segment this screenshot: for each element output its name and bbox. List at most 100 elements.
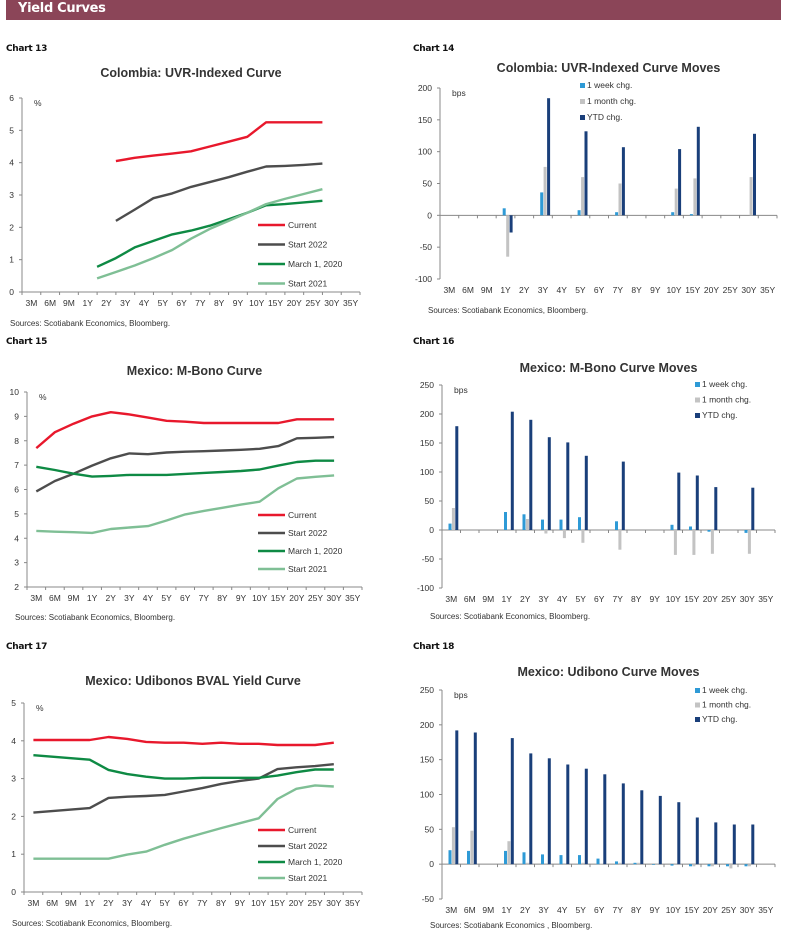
x-tick-label: 9Y bbox=[650, 285, 661, 295]
series-line-march-1-2020 bbox=[36, 459, 335, 478]
series-line-current bbox=[33, 735, 334, 747]
y-tick-label: 100 bbox=[418, 147, 432, 157]
x-tick-label: 20Y bbox=[289, 898, 304, 908]
bar-1-week-chg-30y bbox=[744, 864, 748, 867]
bar-ytd-chg-7y bbox=[621, 461, 625, 530]
legend-label-1-week-chg: 1 week chg. bbox=[702, 685, 747, 695]
bar-1-week-chg-7y bbox=[615, 212, 619, 216]
bar-1-week-chg-4y bbox=[559, 519, 563, 530]
legend-label-start-2022: Start 2022 bbox=[288, 528, 327, 538]
y-tick-label: 250 bbox=[420, 380, 434, 390]
y-tick-label: -50 bbox=[422, 894, 435, 904]
x-tick-label: 8Y bbox=[217, 593, 228, 603]
bar-ytd-chg-5y bbox=[584, 131, 588, 216]
bar-ytd-chg-2y bbox=[529, 419, 533, 530]
bar-1-week-chg-4y bbox=[559, 855, 563, 865]
x-tick-label: 6Y bbox=[594, 594, 605, 604]
x-tick-label: 1Y bbox=[83, 298, 94, 308]
x-tick-label: 10Y bbox=[249, 298, 264, 308]
x-tick-label: 25Y bbox=[308, 593, 323, 603]
x-tick-label: 3Y bbox=[539, 905, 550, 915]
legend-swatch-1-month-chg bbox=[695, 397, 700, 403]
bar-ytd-chg-4y bbox=[566, 442, 570, 530]
legend-swatch-1-month-chg bbox=[580, 99, 585, 104]
x-tick-label: 4Y bbox=[139, 298, 150, 308]
x-tick-label: 5Y bbox=[576, 594, 587, 604]
chart-16: Mexico: M-Bono Curve Moves -100 -50 0 50 100 1… bbox=[417, 361, 776, 621]
legend-swatch-1-week-chg bbox=[695, 688, 700, 693]
bar-1-week-chg-3y bbox=[541, 519, 544, 530]
bar-1-week-chg-10y bbox=[671, 212, 675, 216]
x-tick-label: 7Y bbox=[613, 285, 624, 295]
bar-1-month-chg-7y bbox=[618, 530, 622, 550]
bar-1-week-chg-10y bbox=[670, 524, 674, 530]
bar-ytd-chg-3m bbox=[455, 730, 459, 865]
x-tick-label: 15Y bbox=[685, 285, 700, 295]
y-tick-label: 200 bbox=[420, 409, 434, 419]
y-tick-label: -50 bbox=[420, 242, 433, 252]
bar-1-week-chg-30y bbox=[744, 530, 748, 533]
bar-1-week-chg-15y bbox=[689, 864, 692, 867]
chart-source: Sources: Scotiabank Economics , Bloomber… bbox=[430, 921, 592, 930]
y-tick-label: 2 bbox=[11, 811, 16, 821]
chart-15: Mexico: M-Bono Curve 2 3 4 5 6 7 8 9 10 % 3M 6M 9M 1Y 2… bbox=[10, 364, 363, 622]
x-tick-label: 10Y bbox=[666, 905, 681, 915]
legend-label-ytd-chg: YTD chg. bbox=[587, 112, 622, 122]
legend-label-start-2022: Start 2022 bbox=[288, 240, 327, 250]
y-tick-label: 50 bbox=[425, 496, 435, 506]
x-tick-label: 9Y bbox=[236, 593, 247, 603]
bar-ytd-chg-30y bbox=[751, 487, 755, 530]
chart-14-label: Chart 14 bbox=[413, 44, 455, 54]
x-tick-label: 3Y bbox=[120, 298, 131, 308]
x-tick-label: 7Y bbox=[613, 905, 624, 915]
x-tick-label: 6Y bbox=[594, 285, 605, 295]
x-tick-label: 6Y bbox=[594, 905, 605, 915]
bar-1-week-chg-6y bbox=[596, 858, 600, 865]
chart-source: Sources: Scotiabank Economics, Bloomberg… bbox=[10, 319, 170, 328]
bar-ytd-chg-4y bbox=[566, 764, 570, 865]
series-line-current bbox=[115, 121, 323, 163]
bar-ytd-chg-1y bbox=[510, 411, 514, 530]
bar-1-month-chg-3y bbox=[544, 864, 548, 865]
x-tick-label: 35Y bbox=[760, 285, 775, 295]
bar-1-week-chg-5y bbox=[578, 517, 581, 530]
y-tick-label: 2 bbox=[9, 222, 14, 232]
bar-ytd-chg-15y bbox=[696, 126, 700, 216]
y-tick-label: 1 bbox=[9, 255, 14, 265]
bar-1-month-chg-6m bbox=[470, 830, 474, 865]
bar-ytd-chg-10y bbox=[678, 149, 682, 216]
x-tick-label: 20Y bbox=[287, 298, 302, 308]
y-tick-label: -100 bbox=[417, 583, 434, 593]
y-tick-label: 3 bbox=[14, 558, 19, 568]
bar-1-month-chg-4y bbox=[562, 864, 566, 865]
bar-ytd-chg-7y bbox=[621, 783, 625, 865]
bar-ytd-chg-30y bbox=[751, 824, 755, 865]
legend-swatch-ytd-chg bbox=[695, 413, 700, 418]
bar-1-month-chg-10y bbox=[673, 530, 677, 555]
legend-label-start-2022: Start 2022 bbox=[288, 841, 327, 851]
x-tick-label: 2Y bbox=[103, 898, 114, 908]
bar-ytd-chg-7y bbox=[621, 147, 625, 216]
bar-ytd-chg-3y bbox=[547, 437, 551, 530]
y-tick-label: 1 bbox=[11, 849, 16, 859]
bar-1-week-chg-1y bbox=[504, 512, 507, 530]
x-tick-label: 9Y bbox=[235, 898, 246, 908]
chart-15-title: Mexico: M-Bono Curve bbox=[127, 364, 262, 378]
x-tick-label: 8Y bbox=[631, 285, 642, 295]
legend-swatch-1-month-chg bbox=[695, 702, 700, 708]
legend-label-march-1-2020: March 1, 2020 bbox=[288, 857, 343, 867]
x-tick-label: 35Y bbox=[758, 594, 773, 604]
bar-ytd-chg-3m bbox=[455, 426, 459, 530]
x-tick-label: 30Y bbox=[326, 898, 341, 908]
x-tick-label: 3M bbox=[25, 298, 37, 308]
y-tick-label: 4 bbox=[9, 158, 14, 168]
x-tick-label: 15Y bbox=[684, 905, 699, 915]
x-tick-label: 2Y bbox=[520, 594, 531, 604]
bar-1-month-chg-9y bbox=[655, 864, 659, 865]
y-unit-label: % bbox=[39, 392, 47, 402]
bar-1-week-chg-9y bbox=[652, 864, 655, 865]
legend-swatch-1-week-chg bbox=[580, 83, 585, 88]
y-unit-label: % bbox=[34, 98, 42, 108]
x-tick-label: 4Y bbox=[141, 898, 152, 908]
y-tick-label: 0 bbox=[11, 887, 16, 897]
